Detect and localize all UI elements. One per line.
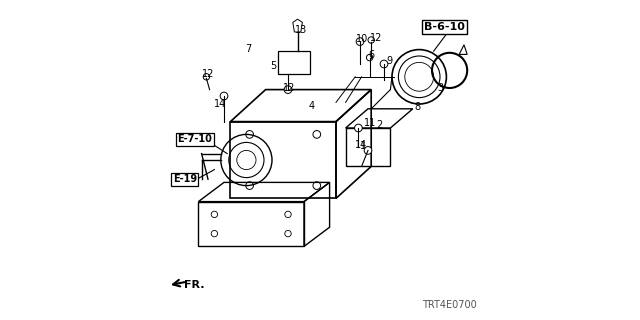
Text: 11: 11 [364, 118, 376, 128]
Circle shape [380, 60, 388, 68]
Circle shape [204, 74, 210, 80]
Text: B-6-10: B-6-10 [424, 22, 465, 32]
Circle shape [367, 54, 372, 61]
Circle shape [355, 124, 362, 132]
Text: 12: 12 [202, 69, 214, 79]
Circle shape [356, 38, 364, 45]
Circle shape [364, 147, 372, 154]
Text: E-19: E-19 [173, 174, 197, 184]
Text: TRT4E0700: TRT4E0700 [422, 300, 477, 310]
Text: 9: 9 [387, 56, 393, 67]
Circle shape [284, 86, 292, 93]
Text: FR.: FR. [184, 280, 205, 290]
Text: 4: 4 [309, 101, 315, 111]
Text: 8: 8 [414, 102, 420, 112]
Text: 6: 6 [368, 50, 374, 60]
Text: 14: 14 [355, 140, 367, 150]
Text: 1: 1 [360, 140, 366, 151]
Polygon shape [292, 19, 302, 32]
Text: 14: 14 [214, 99, 227, 109]
Text: 5: 5 [270, 60, 276, 71]
Text: 10: 10 [355, 34, 368, 44]
Circle shape [368, 37, 374, 43]
Text: 3: 3 [437, 83, 443, 93]
Text: 2: 2 [376, 120, 383, 131]
Text: 12: 12 [284, 83, 296, 93]
Text: 13: 13 [294, 25, 307, 36]
Text: E-7-10: E-7-10 [178, 134, 212, 144]
Circle shape [220, 92, 228, 100]
Text: 7: 7 [245, 44, 251, 54]
Text: 12: 12 [370, 33, 382, 43]
